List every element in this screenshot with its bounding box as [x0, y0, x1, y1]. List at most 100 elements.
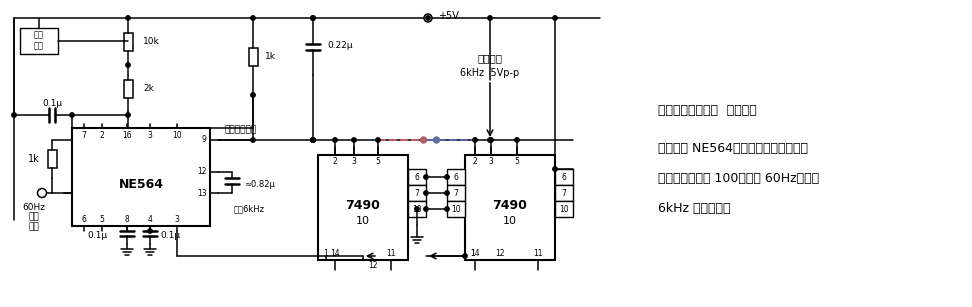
Text: +5V: +5V: [437, 11, 459, 21]
Text: 12: 12: [496, 248, 504, 258]
Text: 13: 13: [197, 188, 207, 197]
Circle shape: [445, 175, 449, 179]
Text: 调节: 调节: [34, 41, 44, 50]
Text: 6: 6: [82, 215, 87, 223]
Bar: [408, 201, 426, 217]
Circle shape: [424, 207, 429, 211]
Circle shape: [38, 188, 47, 197]
Circle shape: [415, 207, 419, 211]
Text: 12: 12: [368, 262, 378, 270]
Circle shape: [376, 138, 380, 142]
Text: 10k: 10k: [143, 37, 159, 46]
Bar: [555, 185, 573, 201]
Text: 5: 5: [375, 157, 380, 166]
Text: 7: 7: [82, 130, 87, 139]
Text: NE564: NE564: [119, 178, 163, 192]
Circle shape: [311, 138, 315, 142]
Bar: [48, 150, 56, 168]
Circle shape: [311, 16, 315, 20]
Circle shape: [553, 16, 557, 20]
Bar: [465, 155, 555, 260]
Bar: [408, 169, 426, 185]
Text: 10: 10: [451, 204, 461, 213]
Text: 6: 6: [415, 173, 420, 181]
Bar: [447, 185, 465, 201]
Circle shape: [445, 191, 449, 195]
Circle shape: [148, 229, 153, 233]
Text: 信号: 信号: [28, 212, 40, 221]
Text: 输人: 输人: [28, 223, 40, 231]
Bar: [123, 80, 132, 98]
Circle shape: [70, 113, 74, 117]
Text: ≈0.82μ: ≈0.82μ: [244, 180, 275, 189]
Circle shape: [424, 191, 429, 195]
Circle shape: [421, 137, 427, 143]
Bar: [249, 48, 258, 65]
Circle shape: [463, 254, 468, 258]
Circle shape: [251, 16, 256, 20]
Text: 6: 6: [454, 173, 459, 181]
Text: 7: 7: [454, 188, 459, 197]
Circle shape: [311, 16, 315, 20]
Text: 3: 3: [175, 215, 180, 223]
Bar: [447, 201, 465, 217]
Text: 输出方波: 输出方波: [477, 53, 503, 63]
Bar: [123, 33, 132, 50]
Text: 11: 11: [534, 248, 542, 258]
Circle shape: [12, 113, 17, 117]
Circle shape: [125, 63, 130, 67]
Circle shape: [489, 138, 493, 142]
Bar: [408, 185, 426, 201]
Bar: [20, 28, 58, 54]
Circle shape: [332, 138, 337, 142]
Text: 11: 11: [386, 248, 396, 258]
Text: 10: 10: [559, 204, 569, 213]
Text: 对于6kHz: 对于6kHz: [234, 204, 265, 213]
Text: 12: 12: [197, 168, 207, 177]
Text: 6: 6: [562, 173, 567, 181]
Text: 1: 1: [470, 248, 475, 258]
Circle shape: [488, 16, 492, 20]
Bar: [555, 169, 573, 185]
Text: 0.22μ: 0.22μ: [327, 41, 353, 50]
Text: 7: 7: [562, 188, 567, 197]
Text: 6kHz 方波输出。: 6kHz 方波输出。: [658, 201, 731, 215]
Circle shape: [251, 93, 256, 97]
Text: 10: 10: [172, 130, 182, 139]
Circle shape: [445, 207, 449, 211]
Text: 7490: 7490: [493, 199, 528, 212]
Circle shape: [352, 138, 356, 142]
Text: 用锁相环 NE564，插人两个十进制计数: 用锁相环 NE564，插人两个十进制计数: [658, 142, 808, 154]
Text: 2k: 2k: [143, 84, 154, 93]
Circle shape: [311, 138, 315, 142]
Text: 5: 5: [514, 157, 519, 166]
Bar: [318, 155, 408, 260]
Circle shape: [472, 138, 477, 142]
Circle shape: [311, 138, 315, 142]
Text: 16: 16: [122, 130, 132, 139]
Bar: [72, 128, 210, 226]
Text: 3: 3: [148, 130, 153, 139]
Text: 0.1μ: 0.1μ: [87, 231, 107, 240]
Text: 2: 2: [332, 157, 337, 166]
Circle shape: [125, 113, 130, 117]
Text: 8: 8: [124, 215, 129, 223]
Bar: [555, 201, 573, 217]
Text: 0.1μ: 0.1μ: [42, 99, 62, 108]
Text: 7490: 7490: [346, 199, 380, 212]
Text: 60Hz: 60Hz: [22, 203, 46, 212]
Text: 带计数器的锁相环  此电路利: 带计数器的锁相环 此电路利: [658, 103, 757, 116]
Circle shape: [488, 138, 492, 142]
Circle shape: [515, 138, 519, 142]
Text: 10: 10: [503, 216, 517, 227]
Text: 6kHz  5Vp-p: 6kHz 5Vp-p: [461, 68, 520, 78]
Circle shape: [553, 167, 557, 171]
Text: 10: 10: [412, 204, 422, 213]
Circle shape: [424, 175, 429, 179]
Circle shape: [434, 137, 439, 143]
Text: 频率调节电容: 频率调节电容: [224, 126, 257, 134]
Text: 1k: 1k: [28, 154, 40, 164]
Text: 5: 5: [99, 215, 104, 223]
Circle shape: [251, 138, 256, 142]
Text: 3: 3: [489, 157, 494, 166]
